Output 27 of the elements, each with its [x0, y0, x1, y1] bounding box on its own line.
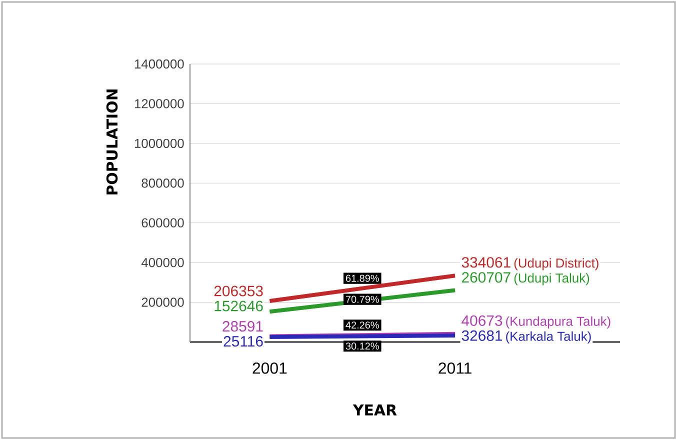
y-tick-label: 400000 [141, 258, 184, 268]
y-tick-label: 1200000 [134, 99, 184, 108]
y-axis-title: POPULATION [106, 90, 118, 194]
x-axis-title: YEAR [352, 404, 397, 416]
text: (Karkala Taluk) [506, 331, 591, 344]
data-label: 32681 [462, 330, 502, 341]
text: 30.12% [346, 342, 379, 350]
x-tick-label: 2011 [438, 362, 472, 374]
text: (Udupi District) [514, 258, 598, 270]
annotation: 42.26% [346, 322, 379, 329]
text: (Kundapura Taluk) [506, 316, 610, 328]
data-label: 152646 [214, 300, 263, 312]
data-label: 334061 [462, 257, 510, 268]
y-tick-label: 600000 [142, 218, 184, 228]
data-label: 206353 [214, 286, 263, 296]
annotation: 70.79% [346, 296, 379, 303]
text: (Udupi Taluk) [514, 273, 590, 286]
data-label: 260707 [462, 272, 510, 283]
y-tick-label: 1000000 [134, 138, 184, 148]
annotation: 61.89% [346, 274, 379, 282]
data-label: 25116 [224, 336, 263, 347]
data-label: 28591 [222, 321, 263, 332]
y-tick-label: 1400000 [134, 59, 184, 69]
y-tick-label: 800000 [142, 178, 184, 188]
y-tick-label: 200000 [142, 298, 184, 307]
x-tick-label: 2001 [252, 362, 287, 374]
data-label: 40673 [462, 315, 502, 326]
